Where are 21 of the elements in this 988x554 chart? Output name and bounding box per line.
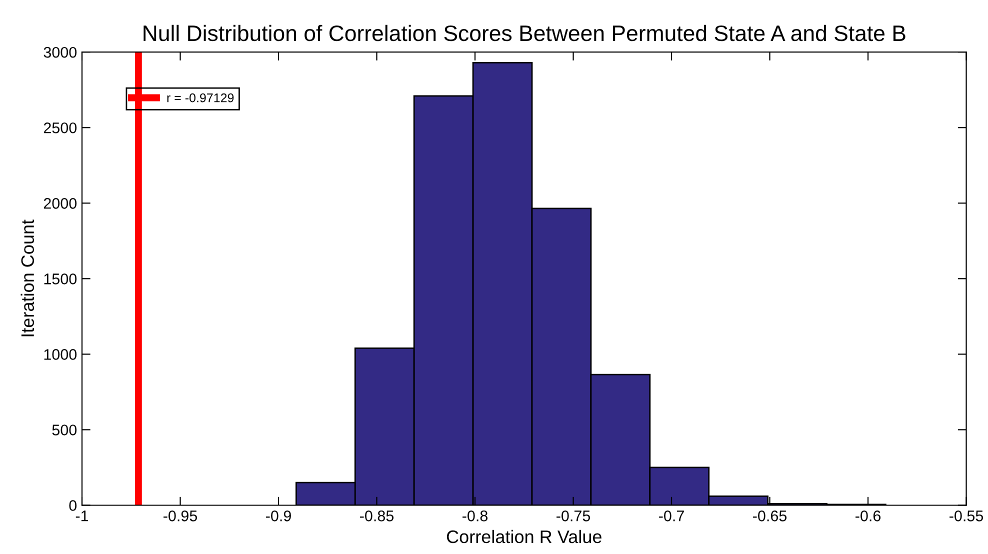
chart-title: Null Distribution of Correlation Scores Between Permuted State A and State B bbox=[144, 24, 906, 42]
x-tick-label: -0.55 bbox=[950, 510, 984, 522]
x-tick-label: -0.9 bbox=[266, 510, 291, 522]
x-tick-label: -0.75 bbox=[556, 510, 590, 522]
y-axis-title: Iteration Count bbox=[20, 220, 34, 336]
x-tick-label: -0.8 bbox=[462, 510, 488, 522]
x-tick-label: -0.7 bbox=[659, 510, 684, 522]
x-tick-label: -0.65 bbox=[753, 510, 787, 522]
ref-line-label: r = -0.97129 bbox=[167, 93, 234, 102]
y-tick-label: 2000 bbox=[44, 198, 77, 209]
x-tick-label: -0.95 bbox=[164, 510, 198, 522]
y-tick-label: 3000 bbox=[44, 46, 77, 58]
x-tick-label: -0.6 bbox=[856, 510, 881, 522]
x-axis-title: Correlation R Value bbox=[446, 530, 602, 544]
y-tick-label: 2500 bbox=[44, 122, 77, 134]
y-tick-label: 1000 bbox=[44, 349, 77, 360]
y-tick-label: 1500 bbox=[44, 274, 77, 284]
x-tick-label: -0.85 bbox=[360, 510, 394, 522]
y-tick-label: 0 bbox=[69, 500, 77, 511]
y-tick-label: 500 bbox=[52, 424, 77, 436]
x-tick-label: -1 bbox=[76, 510, 88, 522]
